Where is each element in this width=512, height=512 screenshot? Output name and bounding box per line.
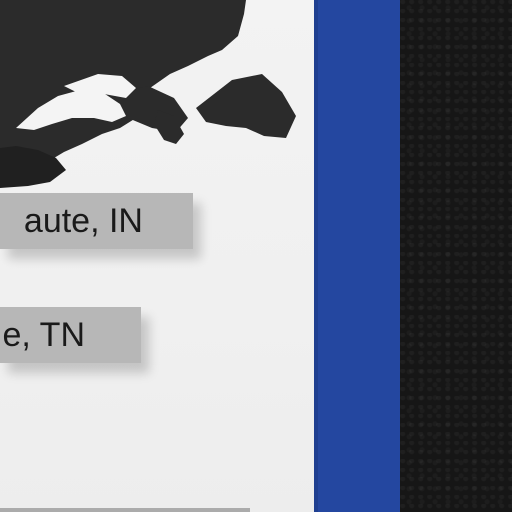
location-label-tn: e, TN [0,307,141,363]
blue-stripe-edge [314,0,318,512]
location-label-tn-text: e, TN [2,316,85,354]
map-shape [0,0,296,188]
map-panel [0,0,314,512]
dark-background [400,0,512,512]
blue-stripe [314,0,400,512]
bottom-shadow-line [0,508,250,512]
location-label-in-text: aute, IN [23,202,143,240]
location-label-in: aute, IN [0,193,193,249]
